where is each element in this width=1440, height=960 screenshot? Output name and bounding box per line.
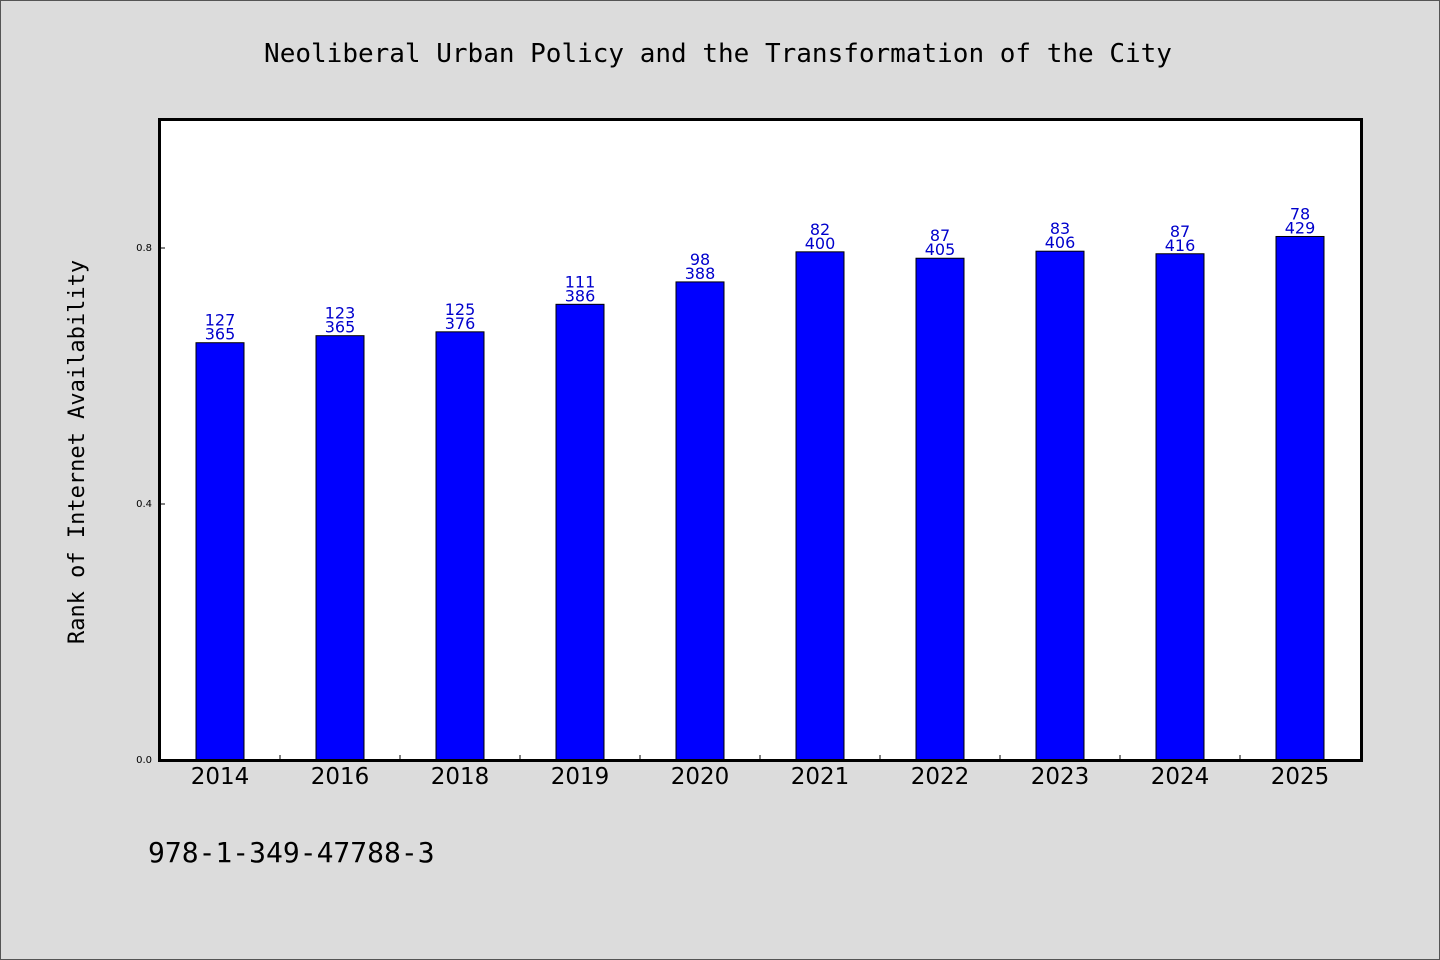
y-tick-label: 0.8 — [136, 243, 152, 254]
data-label-top-2018: 125 — [445, 300, 476, 319]
data-label-bottom-2021: 400 — [805, 234, 836, 253]
bar-2020 — [675, 281, 725, 761]
data-label-top-2014: 127 — [205, 311, 236, 330]
bar-2016 — [315, 335, 365, 761]
x-tick-label-2020: 2020 — [671, 764, 730, 790]
x-tick-label-2019: 2019 — [551, 764, 610, 790]
data-label-top-2021: 82 — [810, 220, 830, 239]
data-label-top-2022: 87 — [930, 226, 950, 245]
data-label-bottom-2014: 365 — [205, 325, 236, 344]
bars-group — [195, 235, 1325, 761]
plot-border — [158, 118, 1363, 762]
bar-2023 — [1035, 250, 1085, 761]
x-tick-label-2025: 2025 — [1271, 764, 1330, 790]
data-label-bottom-2016: 365 — [325, 318, 356, 337]
x-tick-label-2023: 2023 — [1031, 764, 1090, 790]
data-label-top-2020: 98 — [690, 250, 710, 269]
bar-2021 — [795, 251, 845, 761]
x-axis-ticks: 2014 2016 2018 2019 2020 2021 2022 2023 2024 2025 — [191, 755, 1330, 790]
data-label-bottom-2018: 376 — [445, 314, 476, 333]
x-tick-label-2022: 2022 — [911, 764, 970, 790]
chart-title: Neoliberal Urban Policy and the Transfor… — [264, 39, 1172, 69]
isbn-footer: 978-1-349-47788-3 — [148, 836, 435, 869]
data-label-bottom-2023: 406 — [1045, 233, 1076, 252]
x-tick-label-2018: 2018 — [431, 764, 490, 790]
data-label-bottom-2019: 386 — [565, 286, 596, 305]
bar-2018 — [435, 331, 485, 761]
data-label-top-2023: 83 — [1050, 219, 1070, 238]
data-label-bottom-2025: 429 — [1285, 218, 1316, 237]
x-tick-label-2014: 2014 — [191, 764, 250, 790]
bar-2025 — [1275, 235, 1325, 761]
x-tick-label-2024: 2024 — [1151, 764, 1210, 790]
bar-2014 — [195, 342, 245, 761]
data-label-top-2016: 123 — [325, 304, 356, 323]
data-label-bottom-2020: 388 — [685, 264, 716, 283]
y-tick-label: 0.0 — [136, 755, 152, 766]
bar-2024 — [1155, 253, 1205, 761]
x-tick-label-2016: 2016 — [311, 764, 370, 790]
x-tick-label-2021: 2021 — [791, 764, 850, 790]
bar-2019 — [555, 303, 605, 761]
data-label-bottom-2024: 416 — [1165, 236, 1196, 255]
y-axis-label: Rank of Internet Availability — [65, 260, 90, 644]
data-label-top-2025: 78 — [1290, 204, 1310, 223]
y-tick-label: 0.4 — [136, 499, 152, 510]
data-label-bottom-2022: 405 — [925, 240, 956, 259]
data-label-top-2024: 87 — [1170, 222, 1190, 241]
data-label-top-2019: 111 — [565, 272, 596, 291]
bar-2022 — [915, 257, 965, 761]
